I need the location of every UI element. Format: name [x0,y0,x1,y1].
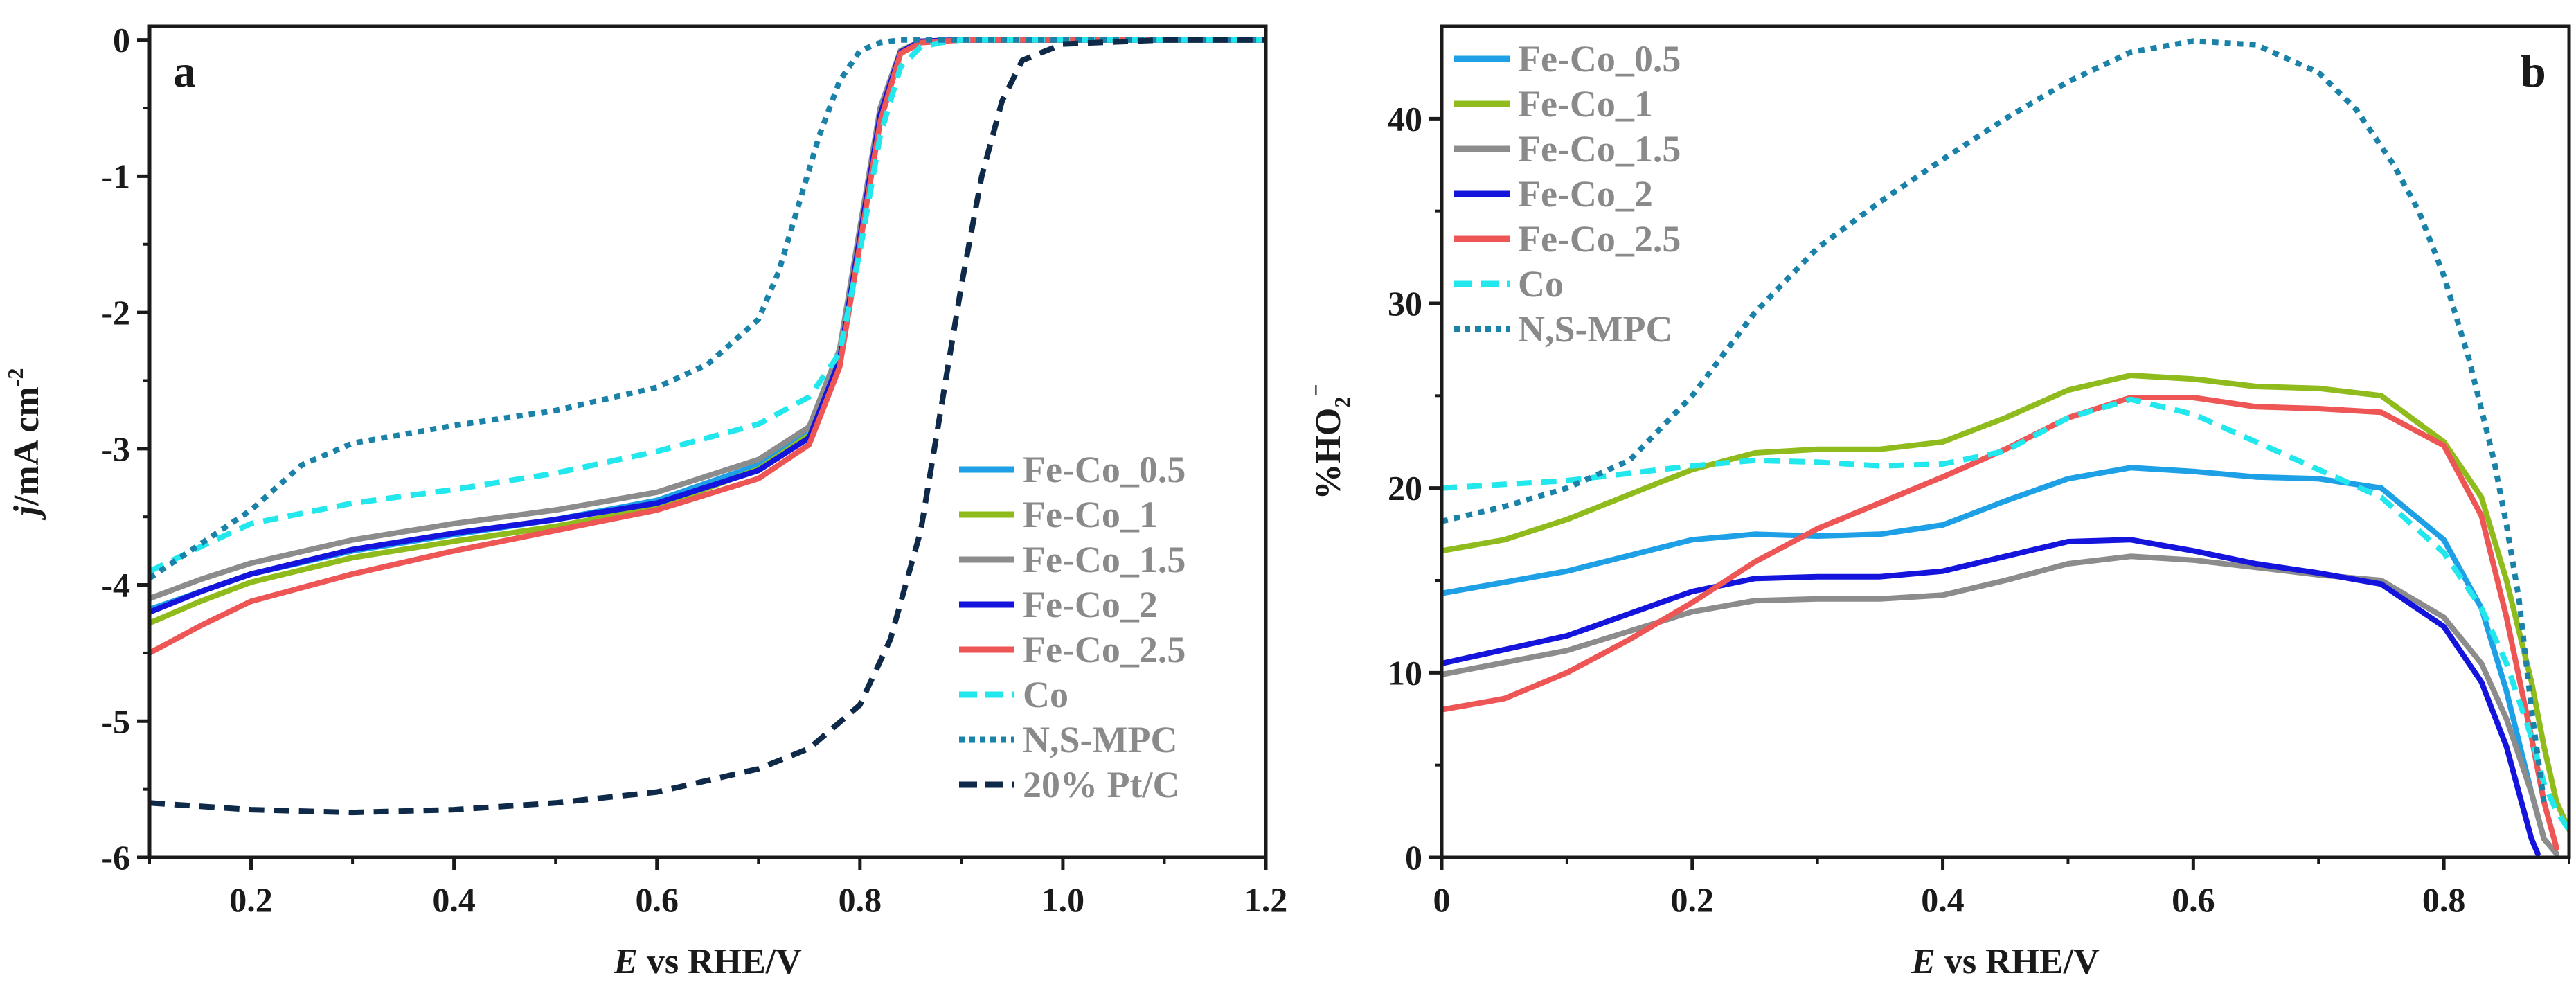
panel-b-ylabel-text: %HO [1309,408,1348,500]
panel-b-x-ticks: 0 0.2 0.4 0.6 0.8 [1433,857,2570,919]
panel-a-legend: Fe-Co_0.5Fe-Co_1Fe-Co_1.5Fe-Co_2Fe-Co_2.… [959,449,1186,805]
panel-b-legend-label-fe-co-1-5: Fe-Co_1.5 [1518,128,1681,170]
panel-b-label: b [2521,46,2546,97]
panel-a-series-fe-co-1 [150,37,1266,626]
panel-b-xlabel-italic: E [1911,942,1935,981]
panel-a-xlabel-rest: vs RHE/V [638,942,802,981]
panel-a-ylabel-sup: -2 [3,368,28,387]
panel-a-x-axis-title: E vs RHE/V [613,942,802,981]
panel-a-plot-frame [147,24,1268,859]
panel-b-legend-label-fe-co-2: Fe-Co_2 [1518,173,1653,215]
panel-a-legend-label-fe-co-1-5: Fe-Co_1.5 [1023,539,1186,580]
panel-a-legend-label-fe-co-2: Fe-Co_2 [1023,584,1158,625]
panel-a-x-tick-label: 0.6 [635,880,679,919]
panel-a-y-tick-label: -6 [101,838,130,877]
panel-a-legend-label-fe-co-2-5: Fe-Co_2.5 [1023,629,1186,670]
panel-a-x-tick-label: 0.8 [839,880,882,919]
panel-b-x-tick-label: 0.4 [1921,880,1965,919]
panel-b-series-fe-co-1 [1442,373,2569,832]
panel-b-legend-label-fe-co-2-5: Fe-Co_2.5 [1518,218,1681,260]
panel-b-series-fe-co-0-5 [1442,465,2559,857]
panel-b-y-tick-label: 0 [1405,838,1422,877]
panel-b-legend-label-fe-co-1: Fe-Co_1 [1518,83,1653,125]
panel-a-series-20-pt-c [150,37,1266,816]
panel-b-series-fe-co-2 [1442,537,2541,857]
panel-a-y-tick-label: 0 [113,21,130,60]
panel-b-y-tick-label: 20 [1388,469,1422,508]
panel-b-legend-label-fe-co-0-5: Fe-Co_0.5 [1518,38,1681,80]
panel-a-legend-label-co: Co [1023,674,1068,715]
panel-a-y-tick-label: -5 [101,702,130,740]
panel-a-series-co [150,37,1266,574]
panel-b-y-ticks: 0 10 20 30 40 [1388,99,1442,877]
panel-a-x-tick-label: 1.0 [1041,880,1085,919]
panel-b-x-tick-label: 0 [1433,880,1451,919]
panel-b-series-fe-co-1-5 [1442,553,2559,857]
panel-a-y-tick-label: -4 [101,566,130,605]
panel-b-ylabel-sub: 2 [1330,397,1354,408]
panel-b-ylabel-sup: − [1303,384,1328,396]
panel-b-legend-label-co: Co [1518,263,1564,305]
panel-b-legend-label-n-s-mpc: N,S-MPC [1518,308,1672,350]
panel-b-y-tick-label: 40 [1388,99,1422,138]
panel-a-x-tick-label: 0.4 [432,880,476,919]
panel-a-ylabel-rest: /mA cm [7,386,46,506]
panel-a-xlabel-italic: E [613,942,638,981]
panel-b-y-tick-label: 10 [1388,653,1422,692]
panel-b-x-axis-title: E vs RHE/V [1911,942,2100,981]
panel-b-y-axis-title: %HO2− [1303,384,1354,499]
panel-a-legend-label-n-s-mpc: N,S-MPC [1023,719,1177,760]
panel-a-label: a [173,46,196,97]
panel-a-y-axis-title: j/mA cm-2 [3,368,46,521]
panel-a: 0.2 0.4 0.6 0.8 1.0 1.2 0 -1 -2 -3 -4 -5 -6 a E vs … [3,21,1287,981]
panel-b-series [1442,38,2569,857]
panel-b-x-tick-label: 0.8 [2422,880,2466,919]
panel-b-legend: Fe-Co_0.5Fe-Co_1Fe-Co_1.5Fe-Co_2Fe-Co_2.… [1454,38,1681,350]
panel-b-series-n-s-mpc [1442,38,2547,803]
panel-b-plot-frame [1440,24,2571,859]
panel-a-x-tick-label: 0.2 [229,880,273,919]
panel-a-x-tick-label: 1.2 [1244,880,1288,919]
panel-a-legend-label-fe-co-1: Fe-Co_1 [1023,494,1158,535]
panel-a-y-tick-label: -3 [101,429,130,468]
panel-a-series [150,37,1266,816]
panel-b-series-co [1442,396,2569,832]
panel-a-y-tick-label: -1 [101,157,130,195]
panel-a-ylabel-italic: j [7,505,46,520]
panel-b-x-tick-label: 0.6 [2172,880,2215,919]
panel-b: 0 0.2 0.4 0.6 0.8 0 10 20 30 40 b E vs RHE/V %HO… [1303,24,2571,981]
panel-a-x-ticks: 0.2 0.4 0.6 0.8 1.0 1.2 [148,857,1288,919]
panel-b-xlabel-rest: vs RHE/V [1935,942,2100,981]
panel-a-series-n-s-mpc [150,37,1266,581]
panel-a-y-ticks: 0 -1 -2 -3 -4 -5 -6 [101,21,150,877]
panel-a-legend-label-20-pt-c: 20% Pt/C [1023,764,1179,805]
panel-b-series-fe-co-2-5 [1442,395,2559,851]
panel-b-y-tick-label: 30 [1388,284,1422,323]
panel-a-legend-label-fe-co-0-5: Fe-Co_0.5 [1023,449,1186,490]
panel-a-y-tick-label: -2 [101,293,130,332]
panel-b-x-tick-label: 0.2 [1671,880,1715,919]
